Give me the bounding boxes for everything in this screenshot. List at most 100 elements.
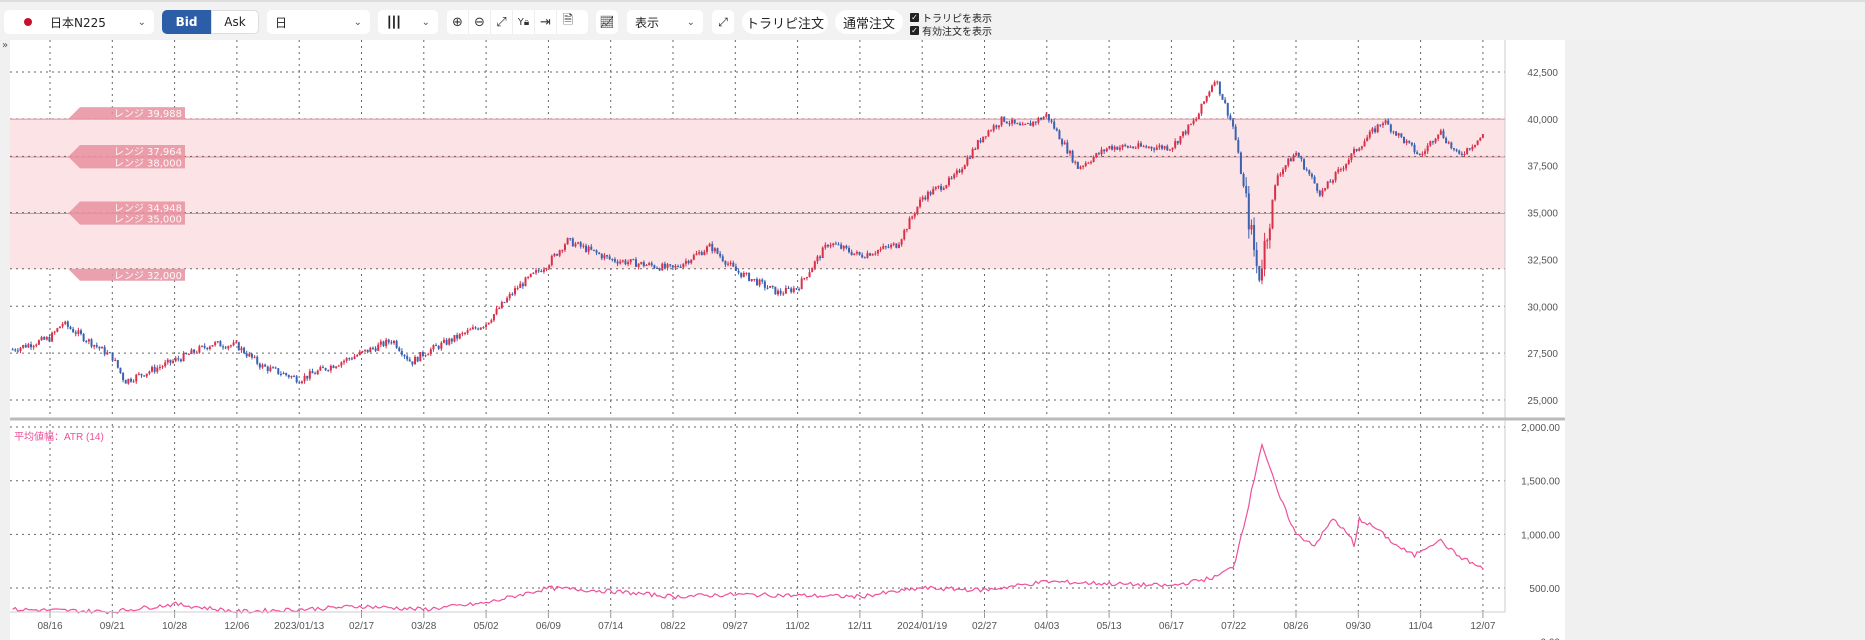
- candle: [577, 242, 580, 244]
- candle: [203, 345, 206, 348]
- candle: [95, 345, 98, 347]
- zoom-in-icon[interactable]: ⊕: [447, 10, 469, 34]
- candle: [74, 332, 77, 334]
- symbol-label: 日本N225: [50, 15, 106, 30]
- candle: [1426, 145, 1429, 152]
- candle: [1013, 119, 1016, 124]
- x-tick-label: 2023/01/13: [274, 621, 324, 632]
- candle: [637, 263, 640, 267]
- range-label: レンジ 38,000: [114, 158, 182, 169]
- candle: [445, 339, 448, 345]
- candle: [421, 352, 424, 356]
- candle: [848, 248, 851, 253]
- candle: [556, 253, 559, 256]
- candle: [1447, 142, 1450, 144]
- fit-icon[interactable]: ⤢: [491, 10, 513, 34]
- candle: [1226, 102, 1229, 116]
- candle: [819, 256, 822, 259]
- expand-sidebar-icon[interactable]: »: [2, 40, 9, 51]
- candle: [774, 286, 777, 295]
- candle: [1300, 157, 1303, 160]
- candle: [869, 253, 872, 256]
- candle: [1337, 169, 1340, 173]
- candle: [324, 368, 327, 371]
- candle: [14, 349, 17, 351]
- candle: [80, 330, 83, 334]
- candle: [37, 340, 40, 345]
- range-label-tag: [68, 145, 185, 158]
- candle: [348, 358, 351, 360]
- candle: [876, 250, 879, 254]
- candle: [861, 254, 864, 258]
- candle: [929, 191, 932, 195]
- candle: [300, 381, 303, 384]
- candle: [64, 321, 67, 324]
- candle: [758, 279, 761, 286]
- candle: [1334, 172, 1337, 181]
- document-icon[interactable]: 🗎: [557, 10, 579, 34]
- show-trarepi-label: トラリピを表示: [922, 14, 992, 25]
- candle: [285, 373, 288, 376]
- expand-icon[interactable]: ⤢: [712, 10, 734, 34]
- y-lock-icon[interactable]: Y🔒︎: [513, 10, 535, 34]
- candle: [1397, 133, 1400, 136]
- candle: [366, 349, 369, 353]
- candle: [640, 262, 643, 264]
- candle: [661, 263, 664, 271]
- candle: [243, 347, 246, 354]
- zoom-out-icon[interactable]: ⊖: [469, 10, 491, 34]
- bid-button[interactable]: Bid: [162, 10, 211, 34]
- candle: [279, 373, 282, 375]
- candle: [716, 248, 719, 254]
- candle: [845, 245, 848, 249]
- candle: [611, 258, 614, 260]
- candle: [777, 290, 780, 295]
- period-select[interactable]: 日 ⌄: [267, 10, 370, 34]
- candle: [1381, 123, 1384, 126]
- ask-button[interactable]: Ask: [211, 10, 259, 34]
- candle: [890, 244, 893, 248]
- add-indicator-icon[interactable]: 📈︎: [596, 10, 618, 34]
- candle: [782, 293, 785, 295]
- chart-type-select[interactable]: ┃┃┃ ⌄: [378, 10, 438, 34]
- x-tick-label: 02/27: [972, 621, 997, 632]
- x-tick-label: 09/30: [1346, 621, 1371, 632]
- candle: [1103, 149, 1106, 152]
- symbol-select[interactable]: 日本N225 ⌄: [4, 10, 154, 34]
- candle: [392, 340, 395, 344]
- candle: [93, 345, 96, 347]
- jump-end-icon[interactable]: ⇥: [535, 10, 557, 34]
- candle: [127, 378, 130, 384]
- candle: [571, 238, 574, 247]
- candle: [590, 246, 593, 250]
- candle: [621, 260, 624, 262]
- candle: [569, 238, 572, 240]
- candle: [1061, 139, 1064, 145]
- candle: [177, 358, 180, 360]
- candle: [169, 359, 172, 363]
- candle: [1431, 141, 1434, 143]
- display-select[interactable]: 表示 ⌄: [627, 10, 703, 34]
- x-tick-label: 08/22: [660, 621, 685, 632]
- candle: [1118, 147, 1121, 150]
- show-active-checkbox[interactable]: ✓ 有効注文を表示: [910, 23, 992, 38]
- candle: [1005, 121, 1008, 124]
- show-trarepi-checkbox[interactable]: ✓ トラリピを表示: [910, 10, 992, 25]
- candle: [919, 199, 922, 207]
- candle: [482, 326, 485, 328]
- candle: [511, 293, 514, 295]
- candle: [882, 246, 885, 249]
- trarepi-order-button[interactable]: トラリピ注文: [742, 10, 828, 34]
- candle: [761, 279, 764, 282]
- candle: [151, 366, 154, 372]
- candle: [1213, 82, 1216, 86]
- candle: [1163, 146, 1166, 149]
- candle: [1268, 228, 1271, 241]
- candle: [942, 188, 945, 190]
- normal-order-button[interactable]: 通常注文: [835, 10, 903, 34]
- candle: [222, 346, 225, 348]
- candle: [395, 340, 398, 348]
- x-tick-label: 03/28: [411, 621, 436, 632]
- candle: [277, 368, 280, 374]
